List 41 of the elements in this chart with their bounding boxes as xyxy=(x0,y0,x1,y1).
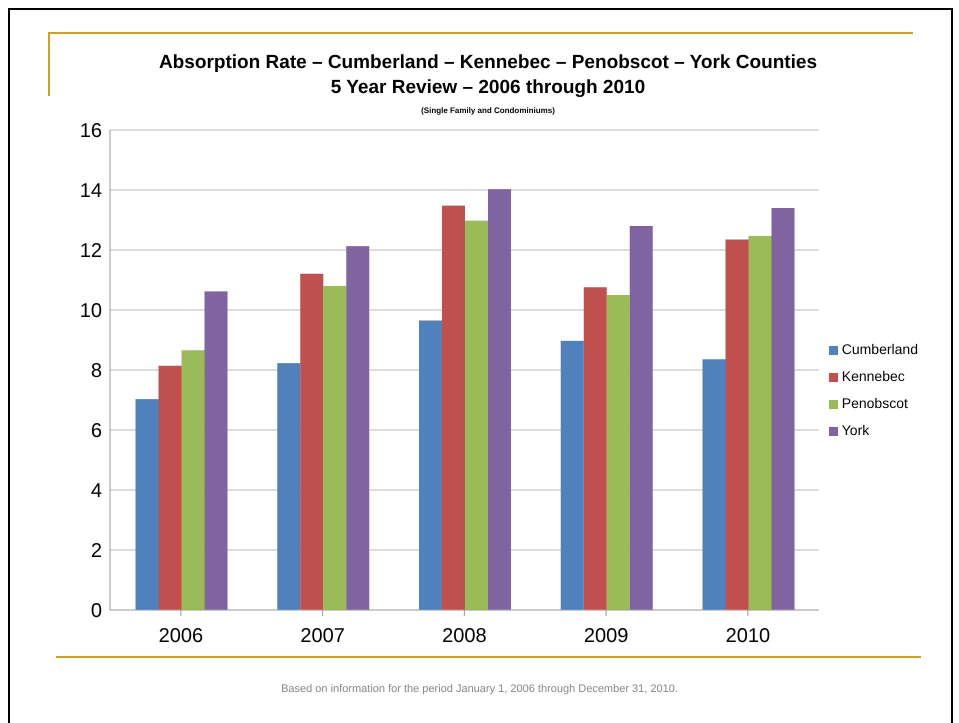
x-tick-label: 2009 xyxy=(584,625,628,648)
bar xyxy=(136,399,159,610)
y-tick-label: 2 xyxy=(90,540,102,562)
bar xyxy=(158,366,182,610)
bar xyxy=(182,350,205,610)
x-tick-label: 2010 xyxy=(726,625,770,648)
bar xyxy=(419,320,442,610)
bar xyxy=(702,359,726,610)
chart-title: Absorption Rate – Cumberland – Kennebec – Penobscot – York Counties 5 Year Review – 2006 through 2010 xyxy=(158,51,818,100)
y-tick-label: 4 xyxy=(90,480,102,502)
y-tick-label: 6 xyxy=(90,420,102,442)
legend-label: Penobscot xyxy=(842,395,908,411)
y-tick-label: 0 xyxy=(90,600,102,622)
bar xyxy=(630,226,653,610)
y-tick-label: 16 xyxy=(80,120,102,142)
y-tick-label: 8 xyxy=(90,360,102,382)
text: Based on information for the period January 1, 2006 through December 31, 2010. xyxy=(280,683,679,695)
bar xyxy=(584,287,607,610)
x-tick-label: 2007 xyxy=(300,625,345,648)
bar xyxy=(277,363,300,610)
x-tick-label: 2008 xyxy=(442,625,487,648)
bar xyxy=(772,208,794,610)
bar xyxy=(606,295,630,610)
chart-subtitle: (Single Family and Condominiums) xyxy=(420,106,556,115)
y-tick-label: 14 xyxy=(80,180,102,202)
y-tick-label: 10 xyxy=(80,300,102,322)
y-tick-label: 12 xyxy=(80,240,102,262)
legend-label: Cumberland xyxy=(842,341,918,357)
bar xyxy=(300,274,324,610)
bar xyxy=(726,240,748,610)
bar xyxy=(488,189,512,610)
bar xyxy=(442,206,466,610)
x-tick-label: 2006 xyxy=(158,625,204,648)
legend-label: Kennebec xyxy=(842,368,905,384)
bar xyxy=(204,291,228,610)
legend-label: York xyxy=(842,422,870,438)
bar xyxy=(346,246,370,610)
bar xyxy=(323,286,346,610)
bar xyxy=(465,220,488,610)
bar xyxy=(560,340,584,610)
bar xyxy=(748,236,772,610)
